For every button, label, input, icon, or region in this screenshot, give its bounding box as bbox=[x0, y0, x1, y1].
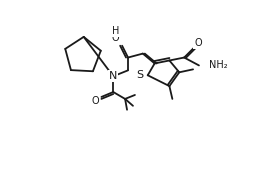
Text: O: O bbox=[194, 38, 202, 48]
Text: NH₂: NH₂ bbox=[209, 60, 228, 70]
Text: N: N bbox=[109, 71, 118, 81]
Text: O: O bbox=[112, 33, 119, 43]
Text: S: S bbox=[136, 70, 144, 80]
Text: H: H bbox=[112, 26, 119, 36]
Text: O: O bbox=[92, 96, 99, 106]
